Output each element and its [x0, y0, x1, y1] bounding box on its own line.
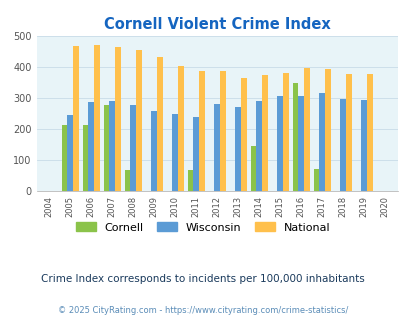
Bar: [298, 96, 303, 191]
Bar: [62, 125, 67, 191]
Bar: [198, 71, 204, 191]
Bar: [360, 100, 366, 191]
Bar: [303, 68, 309, 191]
Bar: [282, 73, 288, 191]
Bar: [157, 57, 162, 191]
Bar: [130, 106, 136, 191]
Bar: [177, 66, 183, 191]
Bar: [277, 96, 282, 191]
Text: © 2025 CityRating.com - https://www.cityrating.com/crime-statistics/: © 2025 CityRating.com - https://www.city…: [58, 306, 347, 315]
Bar: [124, 170, 130, 191]
Title: Cornell Violent Crime Index: Cornell Violent Crime Index: [104, 17, 330, 32]
Bar: [256, 101, 261, 191]
Bar: [83, 125, 88, 191]
Bar: [109, 101, 115, 191]
Bar: [339, 99, 345, 191]
Bar: [250, 147, 256, 191]
Bar: [324, 69, 330, 191]
Bar: [73, 46, 79, 191]
Bar: [94, 45, 99, 191]
Bar: [193, 117, 198, 191]
Bar: [151, 111, 157, 191]
Bar: [115, 47, 120, 191]
Bar: [241, 78, 246, 191]
Bar: [67, 115, 73, 191]
Bar: [319, 93, 324, 191]
Bar: [235, 107, 241, 191]
Legend: Cornell, Wisconsin, National: Cornell, Wisconsin, National: [71, 218, 334, 237]
Bar: [187, 170, 193, 191]
Bar: [136, 50, 141, 191]
Bar: [261, 75, 267, 191]
Bar: [103, 105, 109, 191]
Bar: [214, 104, 220, 191]
Bar: [88, 102, 94, 191]
Bar: [220, 71, 225, 191]
Text: Crime Index corresponds to incidents per 100,000 inhabitants: Crime Index corresponds to incidents per…: [41, 274, 364, 284]
Bar: [313, 169, 319, 191]
Bar: [366, 74, 372, 191]
Bar: [345, 74, 351, 191]
Bar: [292, 83, 298, 191]
Bar: [172, 114, 177, 191]
